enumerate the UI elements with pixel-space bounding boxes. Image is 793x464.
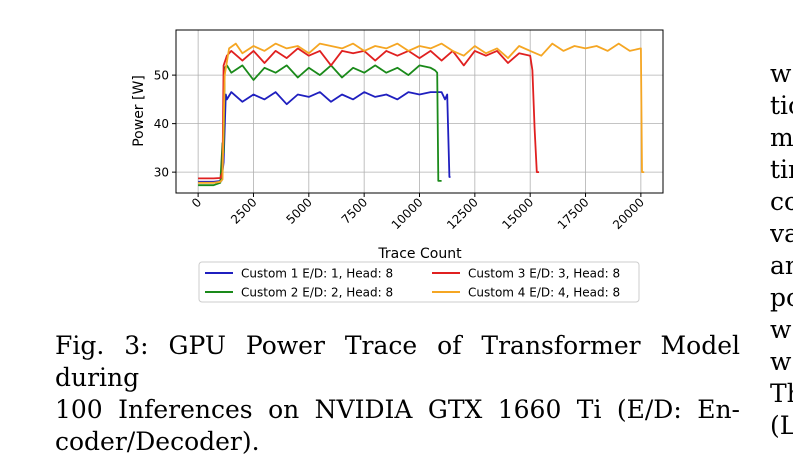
right-column-line: co <box>770 187 793 216</box>
legend: Custom 1 E/D: 1, Head: 8 Custom 3 E/D: 3,… <box>198 261 640 303</box>
figure-caption: Fig. 3: GPU Power Trace of Transformer M… <box>55 330 740 458</box>
x-axis-label: Trace Count <box>377 246 462 262</box>
x-tick-label: 0 <box>189 195 204 210</box>
x-tick-label: 17500 <box>555 195 592 232</box>
caption-line-2: 100 Inferences on NVIDIA GTX 1660 Ti (E/… <box>55 395 740 424</box>
y-tick-label: 50 <box>154 69 169 83</box>
legend-box <box>198 261 640 303</box>
legend-label: Custom 4 E/D: 4, Head: 8 <box>468 286 620 300</box>
right-column-line: m <box>770 123 793 152</box>
right-column-line: tin <box>770 155 793 184</box>
series-lines <box>198 42 645 187</box>
series-line-1 <box>198 91 451 183</box>
y-tick-label: 30 <box>154 166 169 180</box>
right-column-line: w <box>770 347 792 376</box>
x-tick-label: 5000 <box>283 195 314 226</box>
series-line-3 <box>198 47 539 180</box>
right-column-line: tic <box>770 91 793 120</box>
legend-label: Custom 2 E/D: 2, Head: 8 <box>241 286 393 300</box>
y-axis-label: Power [W] <box>131 75 147 147</box>
right-column-text: wticmtincovaanpowwTh(L <box>770 58 793 442</box>
series-line-2 <box>198 64 442 187</box>
right-column-line: Th <box>770 379 793 408</box>
x-tick-label: 12500 <box>444 195 481 232</box>
x-tick-label: 10000 <box>389 195 426 232</box>
legend-label: Custom 3 E/D: 3, Head: 8 <box>468 267 620 281</box>
caption-line-1: Fig. 3: GPU Power Trace of Transformer M… <box>55 331 740 392</box>
x-tick-label: 20000 <box>610 195 647 232</box>
x-tick-label: 7500 <box>339 195 370 226</box>
y-tick-label: 40 <box>154 117 169 131</box>
right-column-line: w <box>770 59 792 88</box>
right-column-line: po <box>770 283 793 312</box>
axis-ticks: 0 2500 5000 7500 10000 12500 15000 17500 20000 30… <box>154 69 647 233</box>
right-column-line: va <box>770 219 793 248</box>
right-column-line: an <box>770 251 793 280</box>
x-tick-label: 15000 <box>499 195 536 232</box>
figure: 0 2500 5000 7500 10000 12500 15000 17500 20000 30… <box>55 29 740 458</box>
power-trace-chart: 0 2500 5000 7500 10000 12500 15000 17500 20000 30… <box>131 29 664 303</box>
right-column-line: (L <box>770 411 793 440</box>
caption-line-3: coder/Decoder). <box>55 427 260 456</box>
right-column-line: w <box>770 315 792 344</box>
x-tick-label: 2500 <box>228 195 259 226</box>
series-line-4 <box>198 42 645 184</box>
legend-label: Custom 1 E/D: 1, Head: 8 <box>241 267 393 281</box>
